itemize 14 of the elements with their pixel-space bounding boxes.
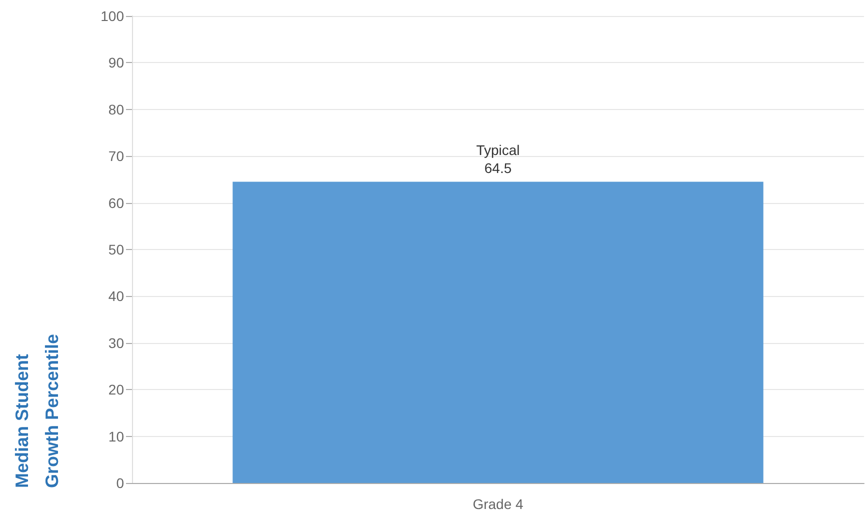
y-tick-label: 50 (108, 242, 124, 258)
y-tick-label: 60 (108, 194, 124, 211)
y-tick-label: 70 (108, 148, 124, 164)
data-label: Typical 64.5 (476, 142, 520, 176)
y-tick-label: 40 (108, 288, 124, 304)
y-tick-label: 80 (108, 101, 124, 118)
y-tick-label: 90 (108, 54, 124, 71)
y-axis-title: Median Student Growth Percentile (12, 334, 62, 488)
x-tick-label: Grade 4 (472, 496, 524, 512)
y-tick-label: 100 (100, 8, 124, 24)
y-tick-label: 0 (116, 475, 124, 491)
y-tick-label: 20 (108, 382, 124, 398)
y-tick-label: 30 (108, 334, 124, 351)
y-tick-label: 10 (108, 428, 124, 444)
